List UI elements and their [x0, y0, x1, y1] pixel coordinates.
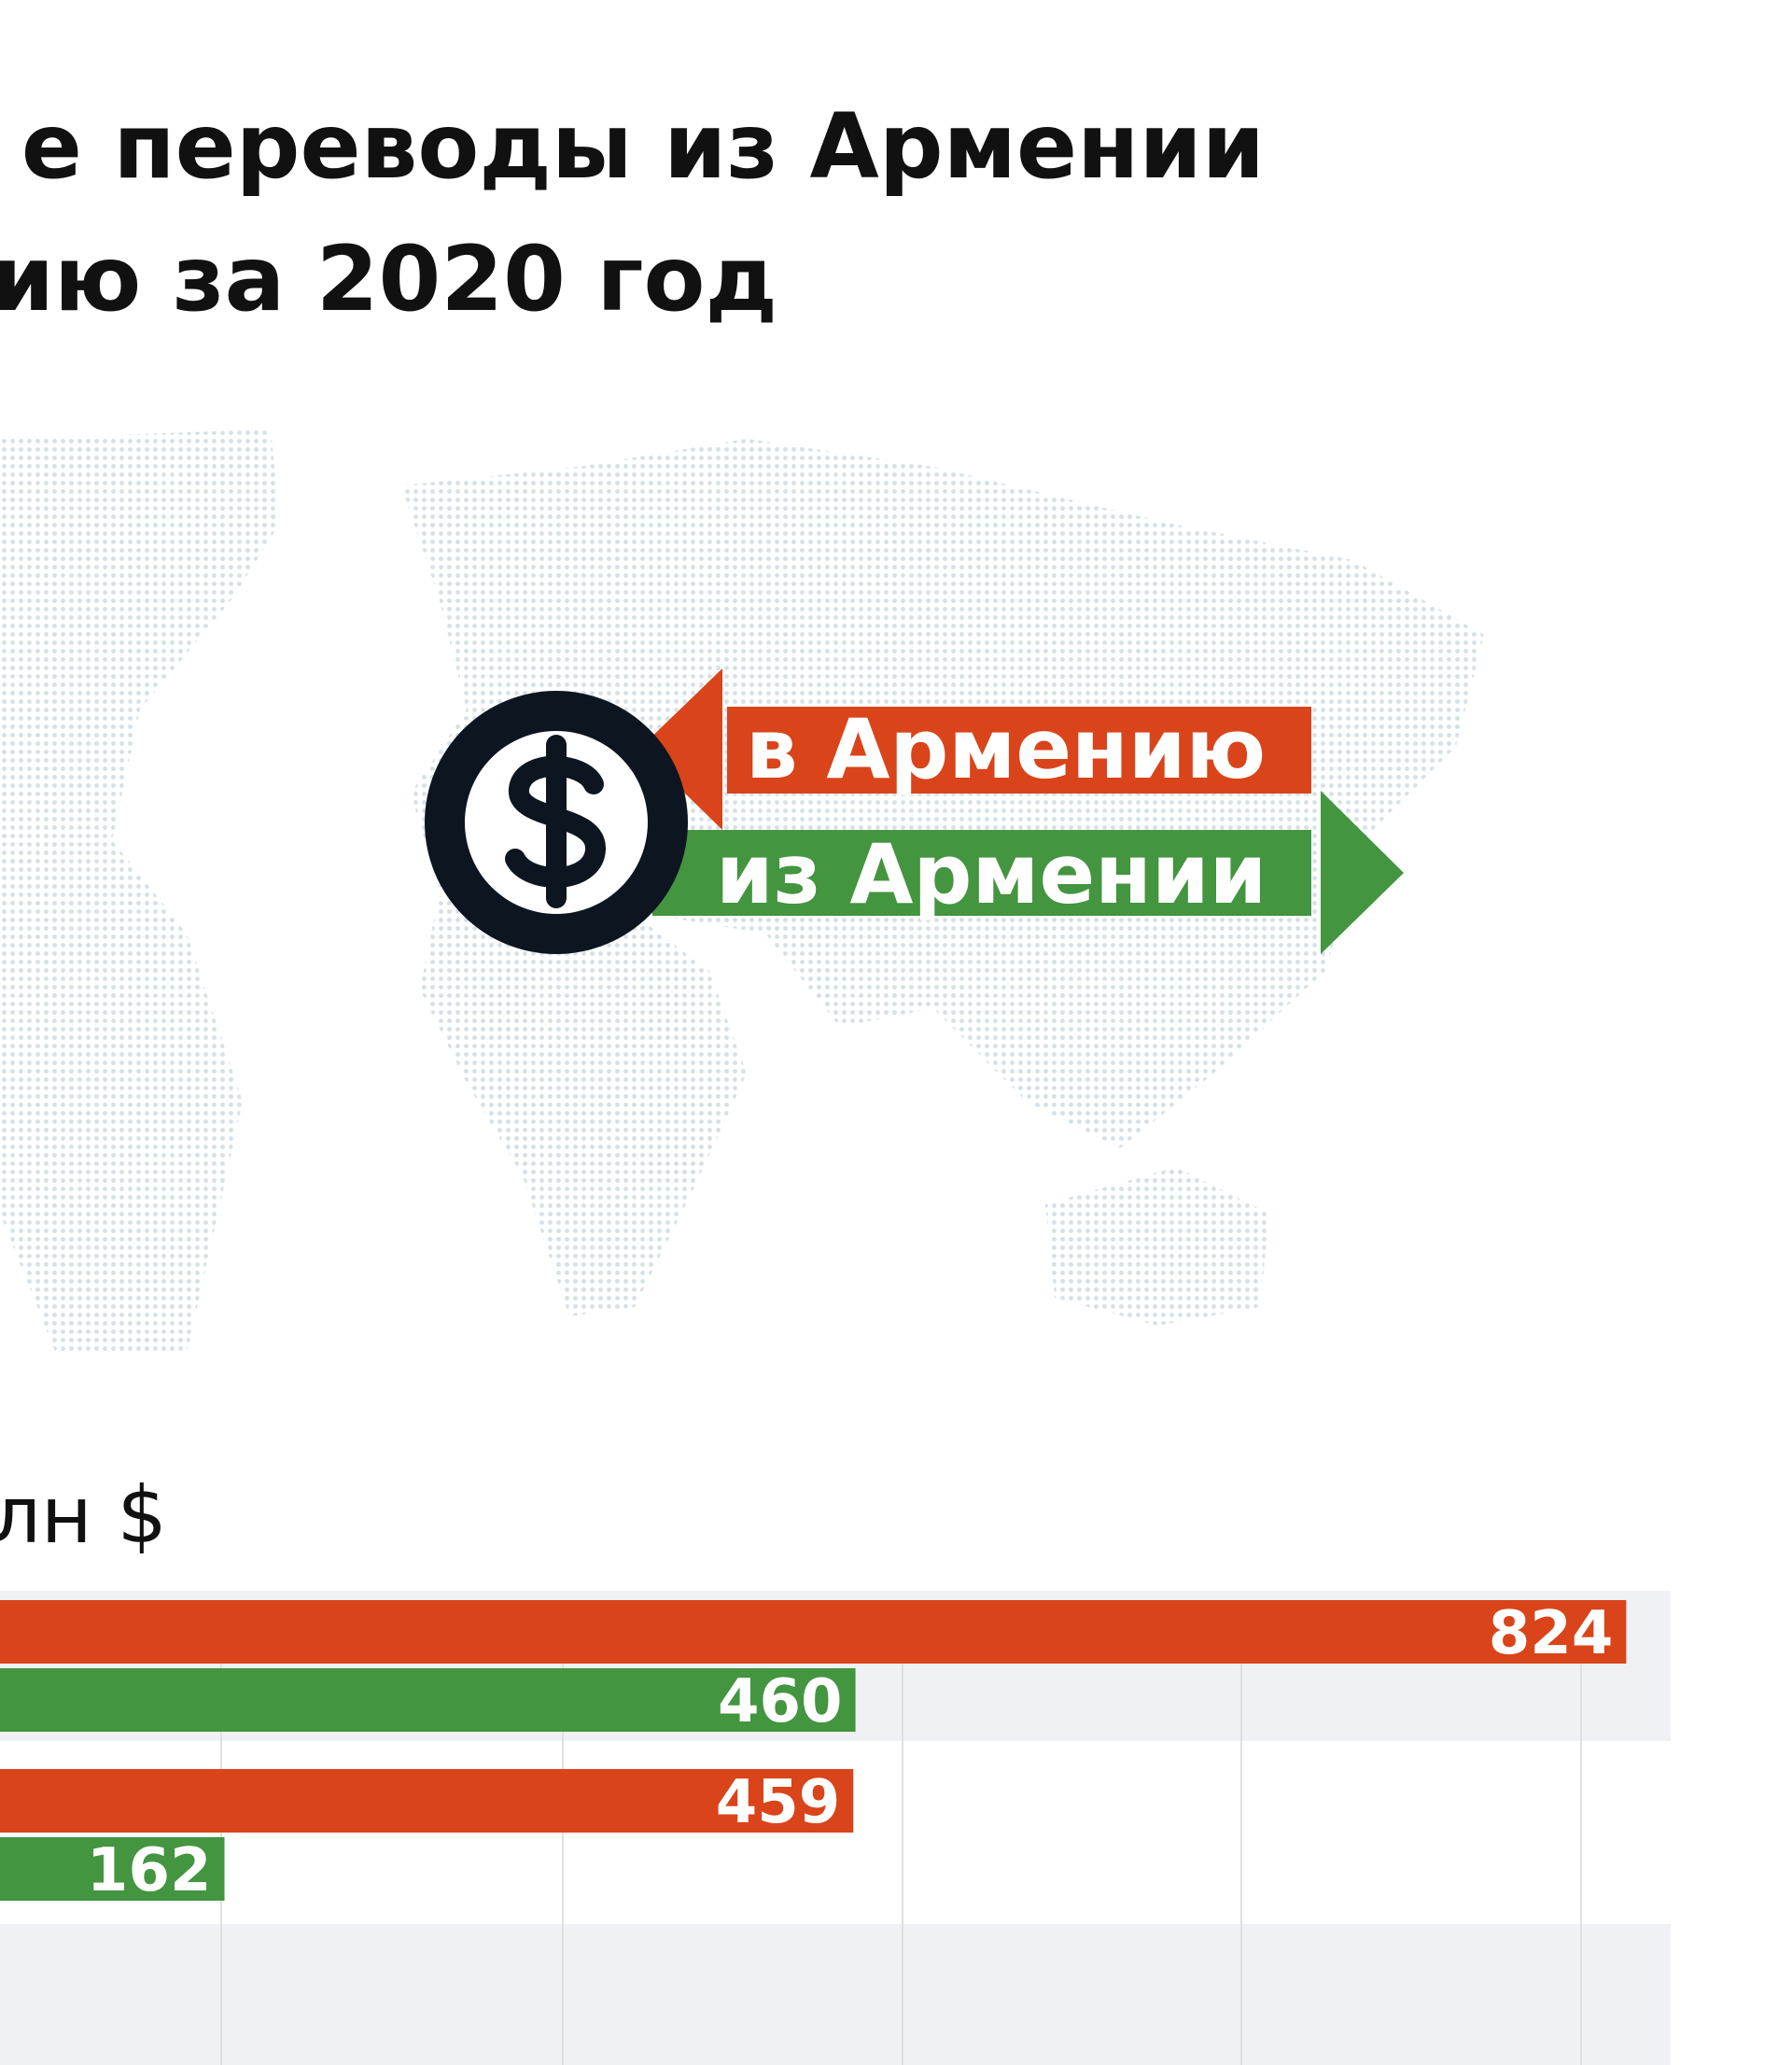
bar — [0, 1668, 856, 1732]
value-label: 162 — [87, 1836, 212, 1905]
title-line: ию за 2020 год — [0, 227, 777, 331]
legend-arrowhead — [1321, 791, 1404, 954]
value-label: 460 — [718, 1667, 843, 1736]
legend-arrowhead — [639, 668, 722, 830]
legend-label: в Армению — [746, 701, 1266, 797]
bars: 824 460 459 162 — [0, 1599, 1627, 1905]
legend-swatch — [727, 707, 1311, 794]
bar — [0, 1769, 854, 1833]
value-label: 824 — [1489, 1599, 1614, 1668]
row-band — [0, 1924, 1671, 2065]
bar — [0, 1837, 225, 1901]
dollar-icon — [505, 735, 606, 908]
value-label: 459 — [716, 1768, 841, 1837]
unit-label: лн $ — [0, 1469, 167, 1561]
title-line: е переводы из Армении — [21, 94, 1265, 199]
legend-swatch — [652, 830, 1311, 916]
legend: в Армению из Армении — [425, 668, 1404, 954]
bar — [0, 1600, 1627, 1664]
legend-label: из Армении — [716, 826, 1267, 922]
